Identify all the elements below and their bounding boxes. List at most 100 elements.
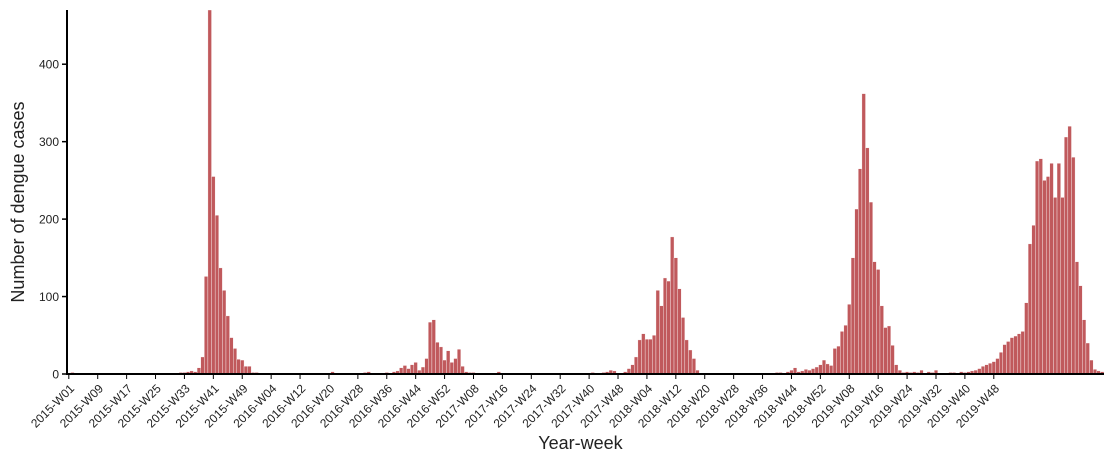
bar — [876, 269, 881, 375]
bar — [1056, 163, 1061, 375]
bar — [652, 335, 657, 375]
bar — [670, 236, 675, 375]
bar — [1078, 285, 1083, 375]
bar — [847, 304, 852, 375]
bar — [1053, 197, 1058, 375]
bar — [821, 359, 826, 375]
bar — [673, 257, 678, 375]
bar — [200, 356, 205, 375]
bar — [861, 93, 866, 375]
bar — [402, 365, 407, 375]
bar — [243, 366, 248, 375]
bar — [1013, 335, 1018, 375]
bar — [1064, 136, 1069, 375]
bar — [850, 257, 855, 375]
bar — [840, 331, 845, 375]
bar — [980, 366, 985, 375]
bar — [688, 349, 693, 375]
y-axis-ticks: 0 100 200 300 400 — [39, 58, 67, 382]
bar — [449, 362, 454, 375]
bar — [1067, 125, 1072, 375]
bar — [865, 147, 870, 375]
bar — [1031, 225, 1036, 375]
bar — [832, 348, 837, 375]
x-axis-ticks: 2015-W012015-W092015-W172015-W252015-W33… — [28, 374, 1002, 430]
bar — [887, 325, 891, 375]
bar — [225, 315, 230, 375]
bar — [890, 345, 895, 375]
bar — [460, 366, 465, 375]
bar — [814, 366, 819, 375]
bar — [446, 350, 451, 375]
bar — [1038, 158, 1043, 375]
bar — [424, 358, 429, 375]
bar — [666, 280, 671, 375]
bar — [431, 319, 436, 375]
bar — [858, 168, 863, 375]
bar — [207, 9, 212, 375]
bar — [1082, 319, 1087, 375]
bar — [410, 364, 415, 375]
bar — [453, 358, 458, 375]
bar — [428, 321, 433, 375]
bar — [691, 358, 696, 375]
bar — [222, 290, 227, 375]
bar — [995, 358, 1000, 375]
bar — [420, 366, 425, 375]
bar — [1009, 337, 1014, 375]
bar — [1035, 160, 1040, 375]
bar — [894, 364, 899, 375]
bar — [868, 201, 873, 375]
bar — [818, 364, 823, 375]
bar — [1074, 261, 1079, 375]
bar — [438, 346, 443, 375]
bar — [991, 361, 996, 375]
bar — [883, 327, 888, 375]
bar — [442, 359, 447, 375]
bar — [247, 366, 252, 375]
bar — [211, 176, 216, 375]
bar — [825, 363, 830, 375]
bar — [634, 356, 639, 375]
bar — [1089, 359, 1094, 375]
bar — [836, 345, 841, 375]
bar — [637, 339, 642, 375]
bar — [641, 333, 646, 375]
y-tick-label: 400 — [39, 58, 59, 72]
bar — [854, 208, 859, 375]
x-axis-title: Year-week — [538, 433, 623, 453]
bar — [663, 277, 667, 375]
bar — [999, 352, 1004, 375]
bar — [988, 362, 993, 375]
bars — [66, 9, 1104, 375]
bar — [1027, 243, 1032, 375]
bar — [677, 288, 682, 375]
y-tick-label: 100 — [39, 290, 59, 304]
bar — [648, 338, 653, 375]
bar — [879, 305, 884, 375]
bar — [240, 359, 245, 375]
bar — [1017, 333, 1022, 375]
bar — [644, 338, 649, 375]
y-tick-label: 300 — [39, 135, 59, 149]
bar — [233, 348, 237, 375]
y-tick-label: 200 — [39, 213, 59, 227]
bar — [684, 339, 689, 375]
bar — [1060, 197, 1065, 375]
bar — [204, 276, 209, 375]
bar — [1020, 331, 1025, 375]
bar — [1042, 180, 1047, 375]
bar — [843, 325, 848, 375]
bar — [236, 359, 241, 375]
bar — [829, 365, 834, 375]
bar — [218, 267, 223, 375]
bar — [413, 362, 418, 375]
y-axis-title: Number of dengue cases — [8, 101, 28, 302]
bar — [1024, 302, 1029, 375]
bar — [1071, 156, 1076, 375]
bar — [984, 364, 989, 375]
bar — [1046, 176, 1050, 375]
bar — [655, 290, 660, 375]
bar — [457, 349, 462, 375]
